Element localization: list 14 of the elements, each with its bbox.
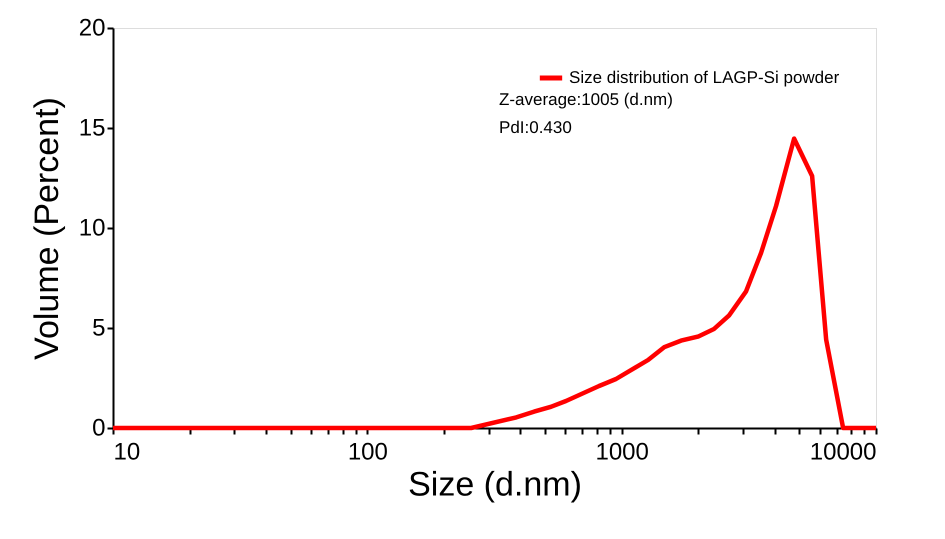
annotation: PdI:0.430 [499,118,572,137]
x-tick-label: 1000 [595,438,649,466]
y-tick-label: 15 [78,114,106,142]
x-tick-label: 10000 [810,438,876,466]
y-axis-title: Volume (Percent) [28,97,66,360]
y-tick-label: 10 [78,214,106,242]
x-tick-label: 10 [114,438,140,466]
x-tick-label: 100 [348,438,388,466]
y-tick-label: 0 [92,414,106,442]
y-tick-label: 20 [78,14,106,42]
y-tick-label: 5 [92,314,106,342]
x-axis-title: Size (d.nm) [408,466,582,504]
annotation: Z-average:1005 (d.nm) [499,90,673,109]
legend-label: Size distribution of LAGP-Si powder [569,68,840,87]
